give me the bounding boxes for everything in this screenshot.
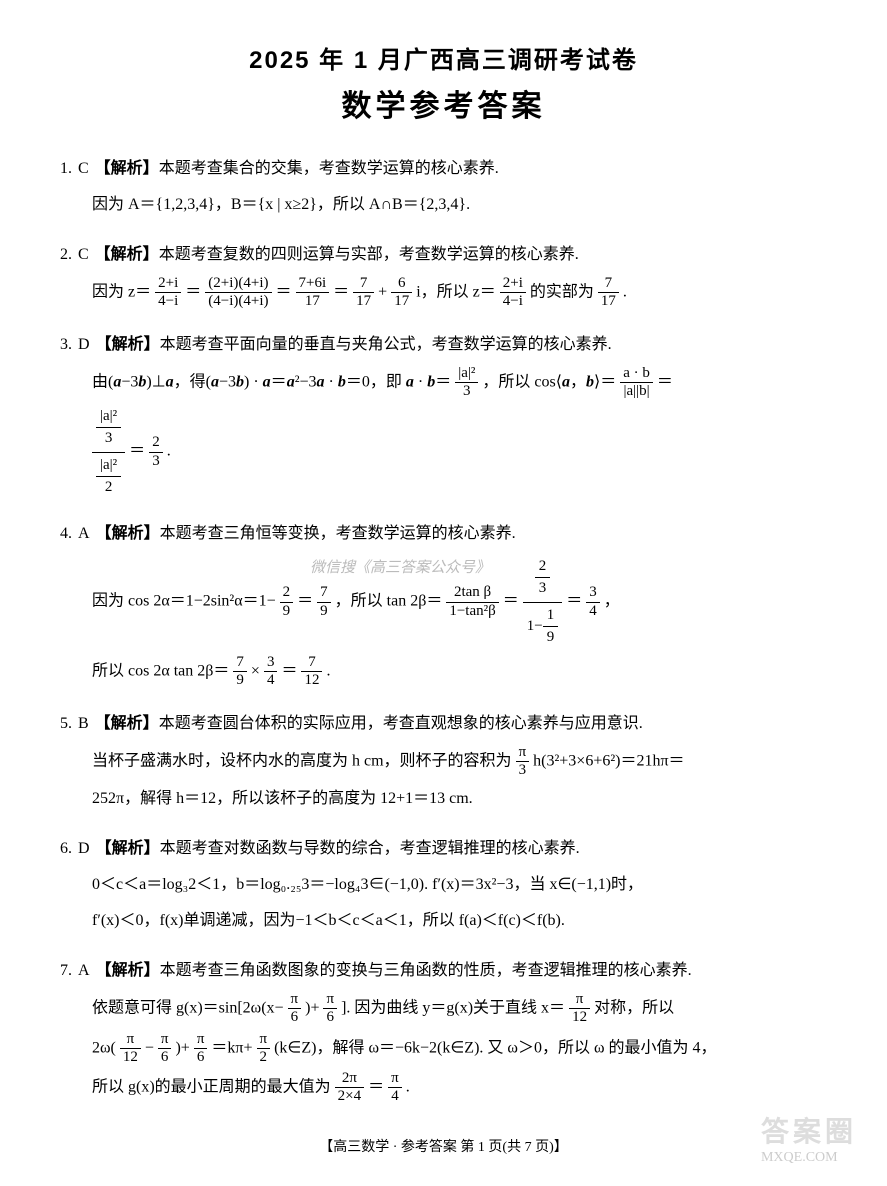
- q2-topic: 本题考查复数的四则运算与实部，考查数学运算的核心素养.: [159, 246, 579, 263]
- question-1: 1. C 【解析】本题考查集合的交集，考查数学运算的核心素养. 因为 A＝{1,…: [60, 153, 827, 221]
- q3-num: 3.: [60, 329, 72, 361]
- q3-frac-ab: |a|²3: [455, 365, 478, 401]
- title-block: 2025 年 1 月广西高三调研考试卷 数学参考答案: [60, 40, 827, 125]
- main-title: 2025 年 1 月广西高三调研考试卷: [60, 40, 827, 75]
- q7-topic: 本题考查三角函数图象的变换与三角函数的性质，考查逻辑推理的核心素养.: [160, 962, 692, 979]
- q2-frac1: 2+i4−i: [155, 275, 181, 311]
- analysis-label: 【解析】: [96, 525, 160, 542]
- analysis-label: 【解析】: [95, 246, 159, 263]
- q3-bigfrac: |a|²3 |a|²2: [92, 404, 125, 500]
- question-6: 6. D 【解析】本题考查对数函数与导数的综合，考查逻辑推理的核心素养. 0＜c…: [60, 833, 827, 937]
- q4-line2: 所以 cos 2α tan 2β＝ 79 × 34 ＝ 712 .: [60, 654, 827, 690]
- q3-frac-cos: a · b|a||b|: [620, 365, 653, 401]
- q6-line2: f′(x)＜0，f(x)单调递减，因为−1＜b＜c＜a＜1，所以 f(a)＜f(…: [60, 905, 827, 937]
- q3-line1: 由(a−3b)⊥a，得(a−3b) · a＝a²−3a · b＝0，即 a · …: [60, 365, 827, 401]
- q5-topic: 本题考查圆台体积的实际应用，考查直观想象的核心素养与应用意识.: [159, 715, 643, 732]
- q7-line2: 2ω( π12 − π6 )+ π6 ＝kπ+ π2 (k∈Z)，解得 ω＝−6…: [60, 1031, 827, 1067]
- sub-title: 数学参考答案: [60, 81, 827, 125]
- q1-num: 1.: [60, 153, 72, 185]
- q2-pref: 因为 z＝: [92, 283, 151, 300]
- q2-frac4: 717: [353, 275, 374, 311]
- q3-topic: 本题考查平面向量的垂直与夹角公式，考查数学运算的核心素养.: [160, 336, 612, 353]
- q2-frac5: 617: [391, 275, 412, 311]
- analysis-label: 【解析】: [96, 962, 160, 979]
- q2-answer: C: [78, 239, 89, 271]
- q7-answer: A: [78, 955, 90, 987]
- q2-frac2: (2+i)(4+i)(4−i)(4+i): [205, 275, 271, 311]
- q1-topic: 本题考查集合的交集，考查数学运算的核心素养.: [159, 160, 499, 177]
- q3-frac-23: 23: [149, 434, 163, 470]
- q5-num: 5.: [60, 708, 72, 740]
- q5-line2: 252π，解得 h＝12，所以该杯子的高度为 12+1＝13 cm.: [60, 783, 827, 815]
- q1-detail: 因为 A＝{1,2,3,4}，B＝{x | x≥2}，所以 A∩B＝{2,3,4…: [60, 189, 827, 221]
- q6-line1: 0＜c＜a＝log₃2＜1，b＝log₀.₂₅3＝−log₄3∈(−1,0). …: [60, 869, 827, 901]
- q2-detail: 因为 z＝ 2+i4−i ＝ (2+i)(4+i)(4−i)(4+i) ＝ 7+…: [60, 275, 827, 311]
- q3-line2: |a|²3 |a|²2 ＝ 23 .: [60, 404, 827, 500]
- q6-topic: 本题考查对数函数与导数的综合，考查逻辑推理的核心素养.: [160, 840, 580, 857]
- question-7: 7. A 【解析】本题考查三角函数图象的变换与三角函数的性质，考查逻辑推理的核心…: [60, 955, 827, 1106]
- q4-answer: A: [78, 518, 90, 550]
- q2-frac7: 717: [598, 275, 619, 311]
- q6-num: 6.: [60, 833, 72, 865]
- question-5: 5. B 【解析】本题考查圆台体积的实际应用，考查直观想象的核心素养与应用意识.…: [60, 708, 827, 816]
- question-4: 4. A 【解析】本题考查三角恒等变换，考查数学运算的核心素养. 因为 cos …: [60, 518, 827, 690]
- analysis-label: 【解析】: [95, 160, 159, 177]
- page-footer: 【高三数学 · 参考答案 第 1 页(共 7 页)】: [60, 1136, 827, 1156]
- question-2: 2. C 【解析】本题考查复数的四则运算与实部，考查数学运算的核心素养. 因为 …: [60, 239, 827, 311]
- q2-frac3: 7+6i17: [296, 275, 330, 311]
- analysis-label: 【解析】: [96, 336, 160, 353]
- q4-line1: 因为 cos 2α＝1−2sin²α＝1− 29 ＝ 79 ，所以 tan 2β…: [60, 554, 827, 650]
- q2-num: 2.: [60, 239, 72, 271]
- q7-line3: 所以 g(x)的最小正周期的最大值为 2π2×4 ＝ π4 .: [60, 1070, 827, 1106]
- q7-num: 7.: [60, 955, 72, 987]
- analysis-label: 【解析】: [95, 715, 159, 732]
- q5-answer: B: [78, 708, 89, 740]
- question-3: 3. D 【解析】本题考查平面向量的垂直与夹角公式，考查数学运算的核心素养. 由…: [60, 329, 827, 501]
- q6-answer: D: [78, 833, 90, 865]
- q3-answer: D: [78, 329, 90, 361]
- q4-topic: 本题考查三角恒等变换，考查数学运算的核心素养.: [160, 525, 516, 542]
- q2-frac6: 2+i4−i: [500, 275, 526, 311]
- q5-line1: 当杯子盛满水时，设杯内水的高度为 h cm，则杯子的容积为 π3 h(3²+3×…: [60, 744, 827, 780]
- analysis-label: 【解析】: [96, 840, 160, 857]
- q1-answer: C: [78, 153, 89, 185]
- q4-num: 4.: [60, 518, 72, 550]
- q7-line1: 依题意可得 g(x)＝sin[2ω(x− π6 )+ π6 ]. 因为曲线 y＝…: [60, 991, 827, 1027]
